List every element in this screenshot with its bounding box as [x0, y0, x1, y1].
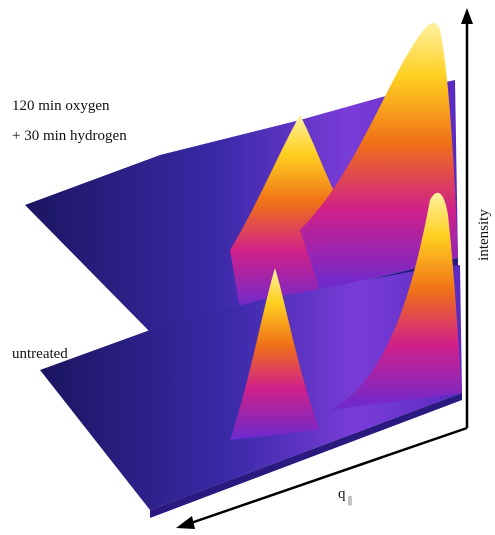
surface-label: 120 min oxygen	[12, 98, 110, 114]
y-axis-label: intensity	[476, 209, 492, 261]
x-axis-label: q	[338, 486, 346, 502]
edge	[150, 393, 462, 518]
axes	[176, 8, 473, 529]
peak	[230, 268, 320, 440]
peak	[330, 192, 462, 410]
x-axis-subscript: ||	[348, 495, 352, 506]
surface-label: untreated	[12, 346, 68, 362]
y-arrow	[461, 8, 473, 24]
peak	[300, 22, 458, 290]
x-arrow	[176, 516, 195, 529]
surface-label: + 30 min hydrogen	[12, 128, 127, 144]
x-axis	[187, 426, 468, 526]
surface-bottom	[40, 192, 462, 518]
